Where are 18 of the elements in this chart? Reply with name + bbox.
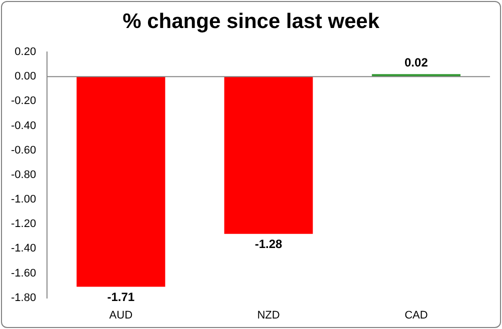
y-tick-label: -1.60 — [10, 267, 36, 280]
data-label: 0.02 — [404, 55, 428, 70]
x-tick-label: NZD — [257, 309, 280, 322]
y-tick-label: -0.80 — [10, 168, 36, 181]
y-tick-label: 0.20 — [14, 46, 36, 58]
x-tick-label: AUD — [109, 309, 133, 322]
y-tick-label: 0.00 — [14, 70, 36, 83]
y-tick-label: -1.00 — [10, 194, 36, 206]
y-tick-label: -1.20 — [10, 218, 36, 230]
y-tick-label: -0.60 — [10, 144, 36, 156]
y-tick-label: -0.40 — [10, 120, 36, 132]
data-label: -1.71 — [107, 290, 135, 304]
y-tick-label: -1.40 — [10, 242, 36, 255]
x-tick-label: CAD — [404, 309, 428, 322]
y-tick-label: -1.80 — [10, 292, 36, 304]
y-tick-label: -0.20 — [10, 95, 36, 108]
chart-title: % change since last week — [122, 10, 380, 34]
data-label: -1.28 — [254, 237, 283, 252]
